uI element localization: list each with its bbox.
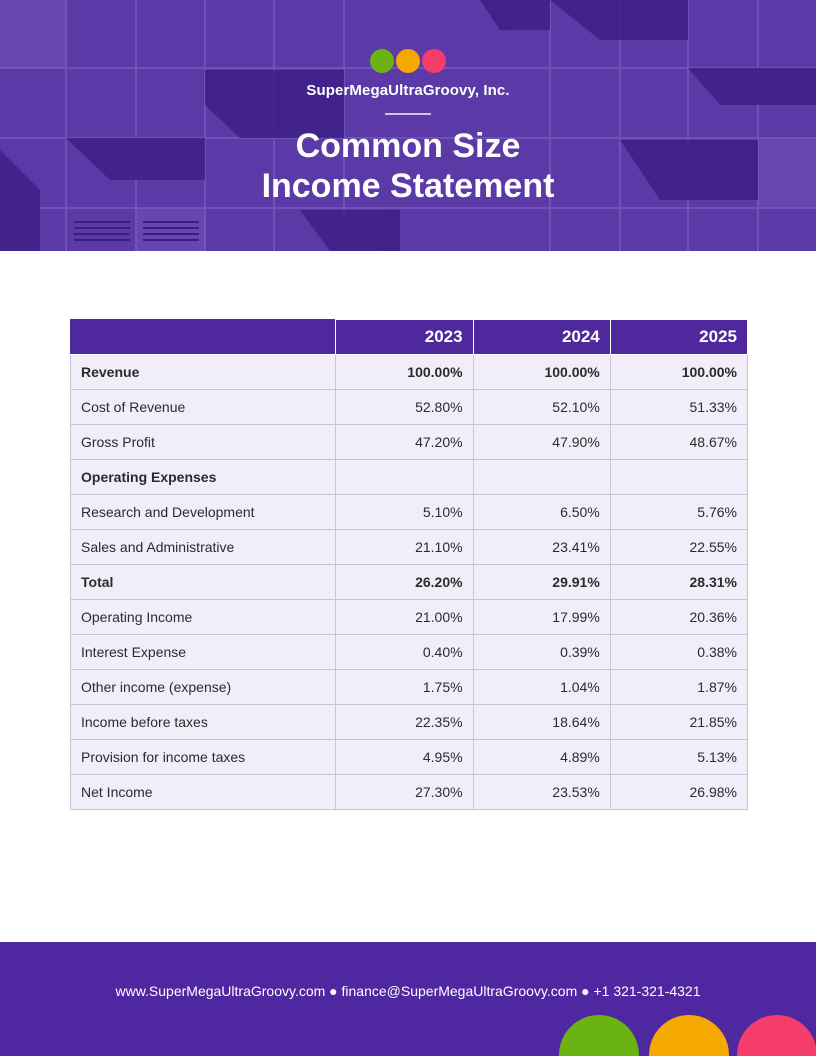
cell-2024: 6.50% bbox=[472, 494, 611, 530]
cell-2025: 5.13% bbox=[609, 739, 749, 775]
cell-2024: 23.41% bbox=[472, 529, 611, 565]
row-label: Gross Profit bbox=[69, 424, 337, 460]
cell-2025: 51.33% bbox=[609, 389, 749, 425]
row-label: Sales and Administrative bbox=[69, 529, 337, 565]
cell-2024: 0.39% bbox=[472, 634, 611, 670]
cell-2024: 18.64% bbox=[472, 704, 611, 740]
footer-circle-pink bbox=[737, 1015, 816, 1056]
cell-2024: 100.00% bbox=[472, 354, 611, 390]
logo-dots bbox=[0, 49, 816, 73]
cell-2024: 17.99% bbox=[472, 599, 611, 635]
title-line-2: Income Statement bbox=[261, 167, 555, 205]
header-cell-2023: 2023 bbox=[335, 319, 474, 355]
row-label: Operating Income bbox=[69, 599, 337, 635]
row-label: Operating Expenses bbox=[69, 459, 337, 495]
table-row: Income before taxes 22.35% 18.64% 21.85% bbox=[69, 704, 749, 740]
title-divider bbox=[385, 113, 431, 115]
footer: www.SuperMegaUltraGroovy.com ● finance@S… bbox=[0, 942, 816, 1056]
cell-2023: 5.10% bbox=[335, 494, 474, 530]
footer-contact: www.SuperMegaUltraGroovy.com ● finance@S… bbox=[115, 983, 701, 999]
row-label: Net Income bbox=[69, 774, 337, 810]
cell-2023: 27.30% bbox=[335, 774, 474, 810]
cell-2023 bbox=[335, 459, 474, 495]
footer-circle-green bbox=[559, 1015, 639, 1056]
table-body: Revenue 100.00% 100.00% 100.00% Cost of … bbox=[69, 354, 749, 810]
row-label: Revenue bbox=[69, 354, 337, 390]
header-banner: SuperMegaUltraGroovy, Inc. Common Size I… bbox=[0, 0, 816, 251]
row-label: Cost of Revenue bbox=[69, 389, 337, 425]
header-cell-2024: 2024 bbox=[472, 319, 611, 355]
cell-2025: 5.76% bbox=[609, 494, 749, 530]
header-content: SuperMegaUltraGroovy, Inc. Common Size I… bbox=[0, 0, 816, 251]
cell-2023: 4.95% bbox=[335, 739, 474, 775]
table-row: Cost of Revenue 52.80% 52.10% 51.33% bbox=[69, 389, 749, 425]
cell-2025: 28.31% bbox=[609, 564, 749, 600]
cell-2024: 23.53% bbox=[472, 774, 611, 810]
cell-2023: 1.75% bbox=[335, 669, 474, 705]
cell-2025: 48.67% bbox=[609, 424, 749, 460]
cell-2025: 1.87% bbox=[609, 669, 749, 705]
cell-2023: 52.80% bbox=[335, 389, 474, 425]
row-label: Interest Expense bbox=[69, 634, 337, 670]
header-cell-label bbox=[69, 319, 337, 355]
header-cell-2025: 2025 bbox=[609, 319, 749, 355]
cell-2025: 21.85% bbox=[609, 704, 749, 740]
table-row: Operating Expenses bbox=[69, 459, 749, 495]
table-header-row: 2023 2024 2025 bbox=[69, 319, 749, 355]
company-name: SuperMegaUltraGroovy, Inc. bbox=[306, 82, 510, 99]
cell-2023: 26.20% bbox=[335, 564, 474, 600]
cell-2024: 47.90% bbox=[472, 424, 611, 460]
row-label: Research and Development bbox=[69, 494, 337, 530]
cell-2023: 100.00% bbox=[335, 354, 474, 390]
table-row: Total 26.20% 29.91% 28.31% bbox=[69, 564, 749, 600]
row-label: Total bbox=[69, 564, 337, 600]
footer-circle-orange bbox=[649, 1015, 729, 1056]
cell-2023: 0.40% bbox=[335, 634, 474, 670]
row-label: Provision for income taxes bbox=[69, 739, 337, 775]
income-statement-table: 2023 2024 2025 Revenue 100.00% 100.00% 1… bbox=[69, 319, 749, 810]
income-statement-table-wrapper: 2023 2024 2025 Revenue 100.00% 100.00% 1… bbox=[69, 319, 749, 810]
cell-2025: 100.00% bbox=[609, 354, 749, 390]
logo-dot-pink bbox=[422, 49, 446, 73]
cell-2025: 22.55% bbox=[609, 529, 749, 565]
row-label: Other income (expense) bbox=[69, 669, 337, 705]
row-label: Income before taxes bbox=[69, 704, 337, 740]
table-row: Interest Expense 0.40% 0.39% 0.38% bbox=[69, 634, 749, 670]
table-row: Other income (expense) 1.75% 1.04% 1.87% bbox=[69, 669, 749, 705]
cell-2024: 1.04% bbox=[472, 669, 611, 705]
table-row: Net Income 27.30% 23.53% 26.98% bbox=[69, 774, 749, 810]
cell-2024 bbox=[472, 459, 611, 495]
cell-2023: 22.35% bbox=[335, 704, 474, 740]
table-row: Provision for income taxes 4.95% 4.89% 5… bbox=[69, 739, 749, 775]
cell-2023: 21.00% bbox=[335, 599, 474, 635]
logo-dot-orange bbox=[396, 49, 420, 73]
table-row: Research and Development 5.10% 6.50% 5.7… bbox=[69, 494, 749, 530]
cell-2023: 21.10% bbox=[335, 529, 474, 565]
page-title: Common Size Income Statement bbox=[0, 126, 816, 206]
table-row: Gross Profit 47.20% 47.90% 48.67% bbox=[69, 424, 749, 460]
cell-2025: 26.98% bbox=[609, 774, 749, 810]
table-row: Sales and Administrative 21.10% 23.41% 2… bbox=[69, 529, 749, 565]
cell-2025: 0.38% bbox=[609, 634, 749, 670]
cell-2024: 4.89% bbox=[472, 739, 611, 775]
cell-2025 bbox=[609, 459, 749, 495]
cell-2024: 52.10% bbox=[472, 389, 611, 425]
title-line-1: Common Size bbox=[295, 127, 521, 165]
cell-2025: 20.36% bbox=[609, 599, 749, 635]
table-row: Revenue 100.00% 100.00% 100.00% bbox=[69, 354, 749, 390]
logo-dot-green bbox=[370, 49, 394, 73]
cell-2024: 29.91% bbox=[472, 564, 611, 600]
table-row: Operating Income 21.00% 17.99% 20.36% bbox=[69, 599, 749, 635]
cell-2023: 47.20% bbox=[335, 424, 474, 460]
